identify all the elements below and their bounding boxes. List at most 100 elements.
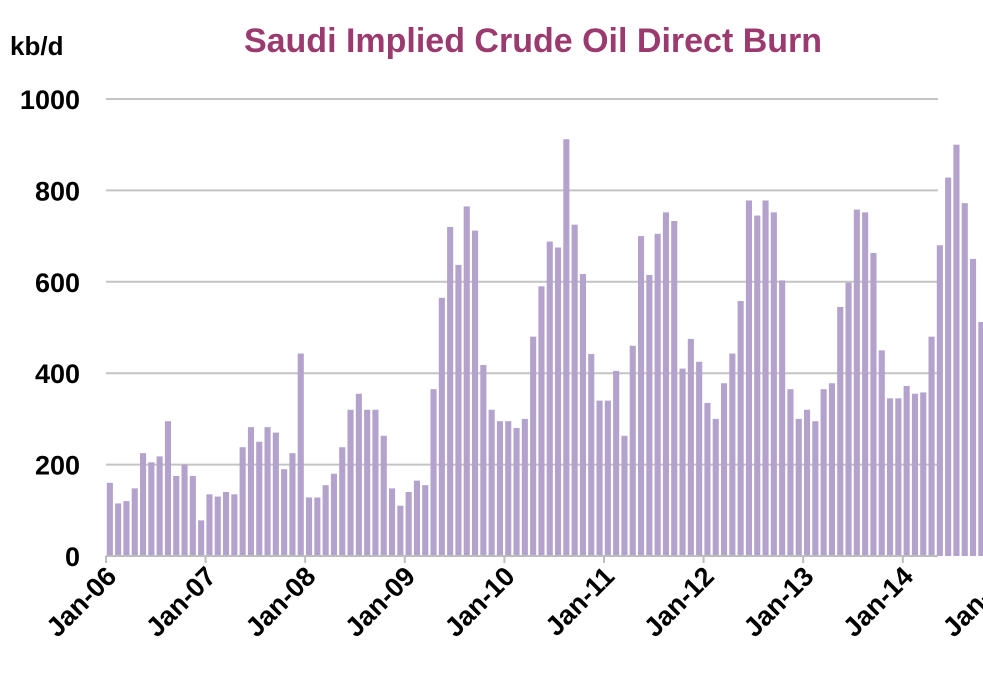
x-tick-label: Jan-09 xyxy=(339,561,421,643)
bar xyxy=(712,418,719,556)
y-tick-label: 200 xyxy=(35,451,80,481)
bar xyxy=(364,409,371,556)
bar xyxy=(721,383,728,556)
bar xyxy=(978,322,983,556)
x-axis-ticks: Jan-06 Jan-07 Jan-08 Jan-09 Jan-10 Jan-11 Jan-… xyxy=(41,556,983,643)
bar xyxy=(671,221,678,556)
x-tick-label: Jan-13 xyxy=(738,561,820,643)
bar xyxy=(422,485,429,556)
bar xyxy=(837,306,844,556)
bar xyxy=(496,421,503,556)
bar xyxy=(862,212,869,556)
bar xyxy=(355,393,362,556)
bars xyxy=(106,139,983,557)
bar xyxy=(472,230,479,556)
bar xyxy=(812,421,819,556)
bar xyxy=(289,453,296,556)
bar xyxy=(638,236,645,556)
x-tick-label: Jan-14 xyxy=(837,561,919,643)
bar xyxy=(131,488,138,556)
x-tick-label: Jan-12 xyxy=(638,561,720,643)
bar xyxy=(314,497,321,556)
bar xyxy=(488,409,495,556)
bar xyxy=(413,480,420,556)
bar xyxy=(214,496,221,556)
bar xyxy=(538,286,545,556)
bar xyxy=(297,353,304,556)
bar xyxy=(430,389,437,556)
bar xyxy=(463,206,470,556)
bar xyxy=(754,215,761,557)
bar xyxy=(828,383,835,556)
gridlines xyxy=(106,98,938,466)
bar xyxy=(953,144,960,556)
bar xyxy=(156,456,163,556)
bar xyxy=(704,402,711,556)
bar xyxy=(405,492,412,556)
bar xyxy=(247,427,254,556)
bar xyxy=(281,469,288,556)
bar xyxy=(945,177,952,556)
x-tick-label: Jan-08 xyxy=(240,561,322,643)
bar xyxy=(181,464,188,556)
y-tick-label: 800 xyxy=(35,176,80,206)
bar xyxy=(903,386,910,556)
bar xyxy=(870,253,877,556)
bar xyxy=(613,370,620,556)
bar xyxy=(438,297,445,556)
x-tick-label: Jan-07 xyxy=(140,561,222,643)
bar xyxy=(737,300,744,556)
bar xyxy=(330,473,337,556)
bar xyxy=(123,501,130,556)
bar xyxy=(687,338,694,556)
bar xyxy=(505,421,512,556)
bar xyxy=(380,435,387,556)
x-tick-label: Jan-11 xyxy=(540,561,621,642)
bar xyxy=(223,492,230,556)
bar xyxy=(961,203,968,556)
bar xyxy=(513,428,520,556)
bar xyxy=(140,453,147,556)
bar xyxy=(447,226,454,556)
bar xyxy=(164,421,171,556)
y-tick-label: 1000 xyxy=(20,85,80,115)
bar xyxy=(339,447,346,556)
bar xyxy=(115,503,122,556)
bar xyxy=(604,400,611,556)
bar xyxy=(239,447,246,556)
bar xyxy=(231,494,238,556)
bar xyxy=(920,392,927,556)
bar xyxy=(189,476,196,556)
bar xyxy=(795,418,802,556)
bar xyxy=(762,200,769,556)
bar xyxy=(306,497,313,556)
bar xyxy=(579,274,586,556)
bar xyxy=(272,432,279,556)
y-tick-label: 0 xyxy=(65,542,80,572)
bar xyxy=(173,476,180,556)
bar xyxy=(662,212,669,556)
bar xyxy=(148,462,155,556)
bar xyxy=(853,209,860,556)
bar xyxy=(555,247,562,556)
bar xyxy=(936,245,943,557)
bar xyxy=(895,398,902,556)
bar xyxy=(887,398,894,556)
bar xyxy=(729,353,736,556)
bar xyxy=(878,350,885,556)
bar xyxy=(198,520,205,556)
bar xyxy=(106,482,113,556)
x-tick-label: Jan-15 xyxy=(937,561,983,643)
y-axis-ticks: 0 200 400 600 800 1000 xyxy=(20,85,80,572)
bar xyxy=(787,389,794,556)
bar xyxy=(696,361,703,556)
bar xyxy=(264,427,271,556)
bar xyxy=(970,258,977,556)
bar xyxy=(845,282,852,556)
bar xyxy=(322,485,329,556)
bar xyxy=(928,336,935,556)
bar xyxy=(745,200,752,556)
bar xyxy=(654,233,661,556)
y-tick-label: 400 xyxy=(35,359,80,389)
